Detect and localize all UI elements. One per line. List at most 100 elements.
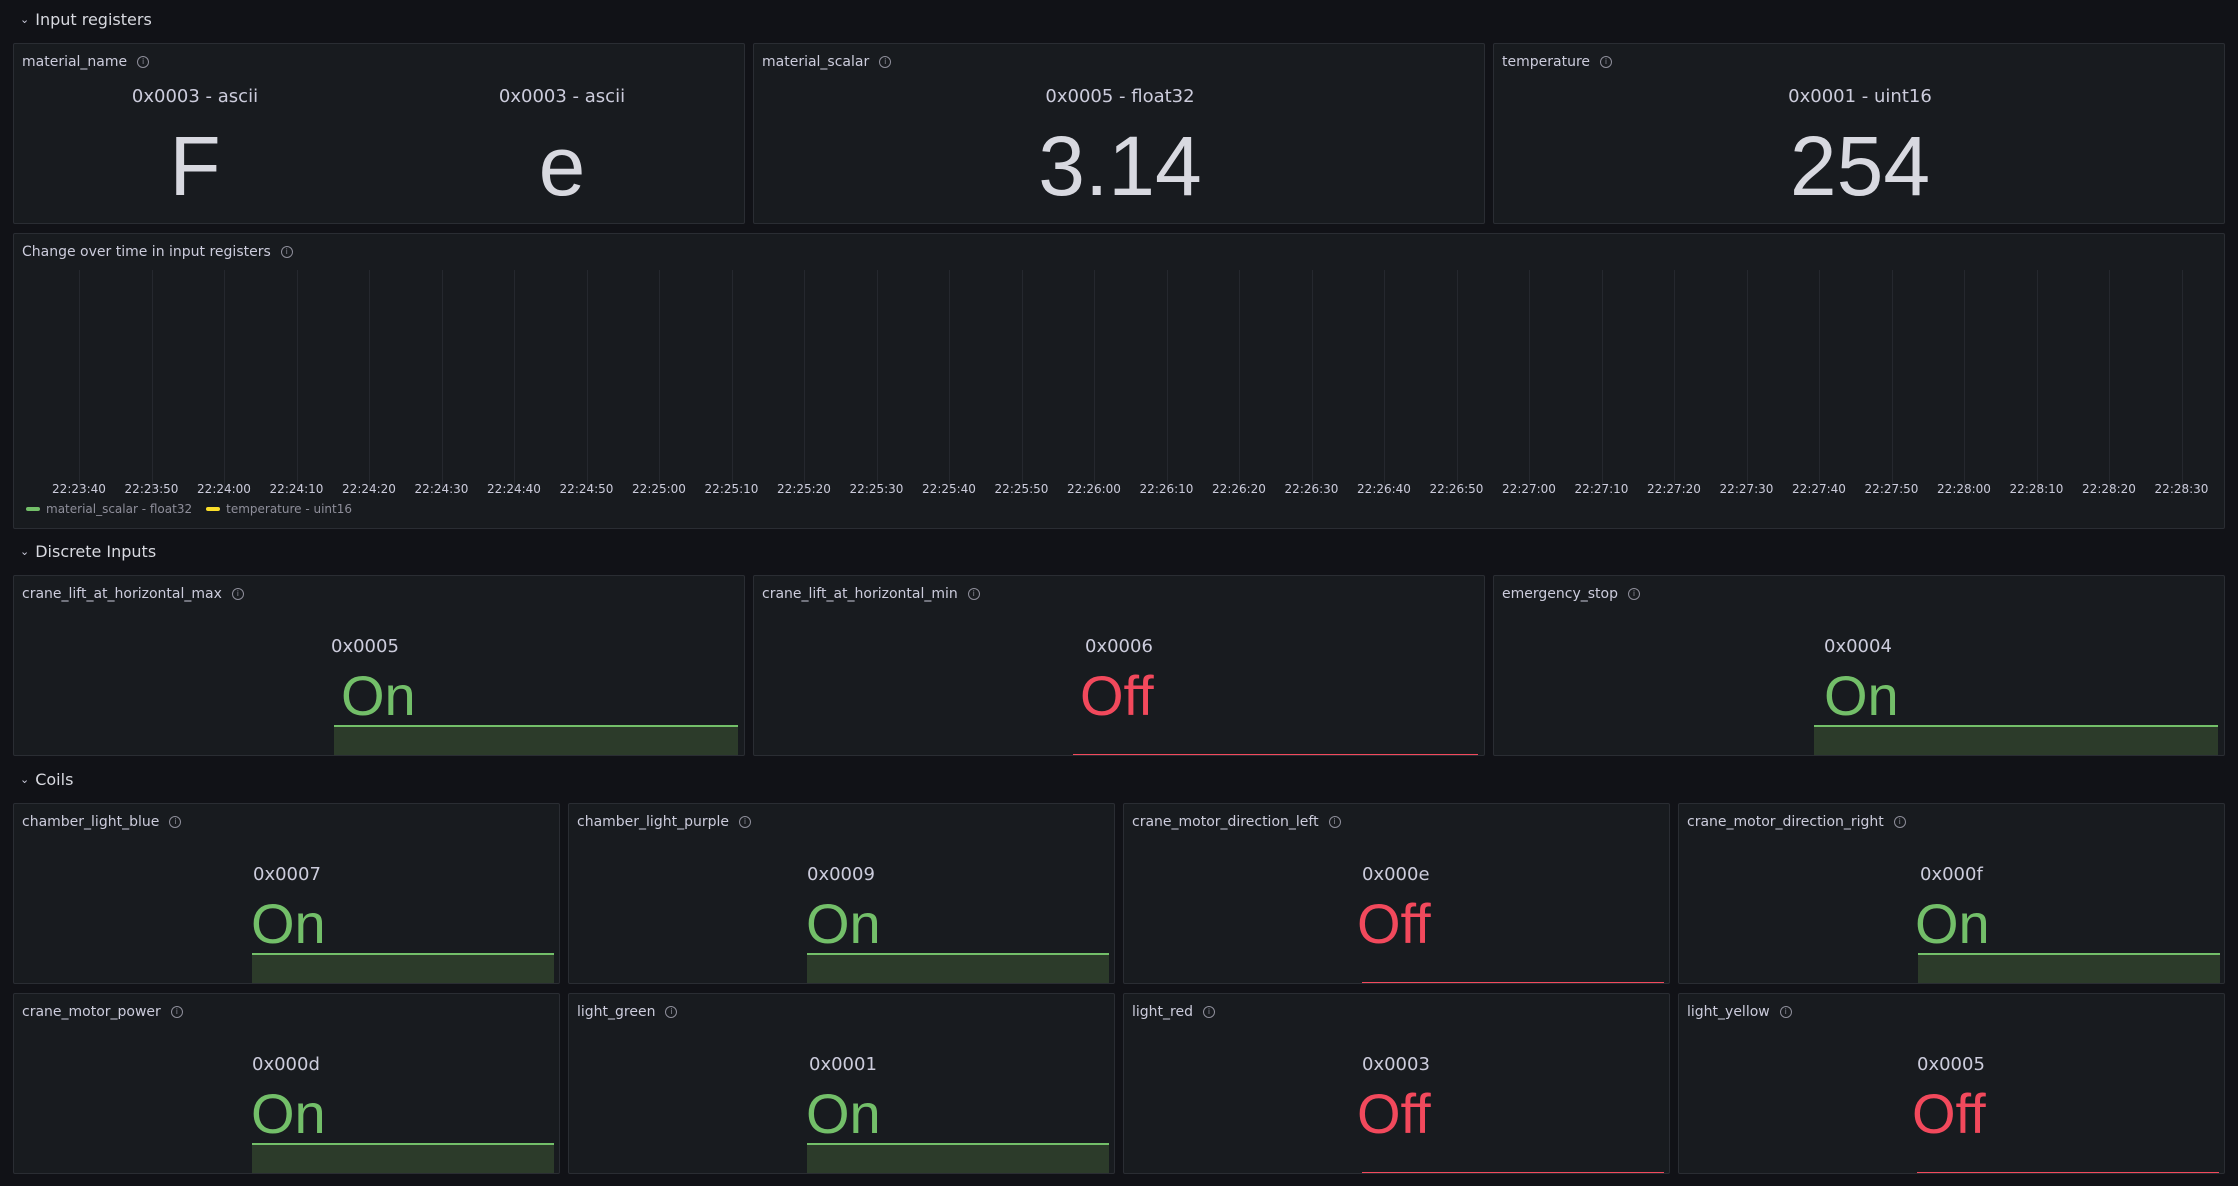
x-tick-label: 22:25:50 [994,482,1049,496]
info-icon[interactable]: i [169,816,182,828]
info-icon[interactable]: i [170,1006,183,1018]
value-label: 0x000e [1362,864,1430,885]
panel-title: crane_lift_at_horizontal_max [22,586,222,602]
row-title: Discrete Inputs [35,541,157,561]
panel-material-scalar[interactable]: material_scalar i 0x0005 - float32 3.14 [753,43,1485,224]
legend-item[interactable]: temperature - uint16 [206,502,352,516]
x-tick-label: 22:24:40 [487,482,541,496]
x-tick-label: 22:24:30 [414,482,469,496]
panel-light-green[interactable]: light_green i 0x0001 On [568,993,1115,1174]
panel-temperature[interactable]: temperature i 0x0001 - uint16 254 [1493,43,2225,224]
panel-title: chamber_light_purple [577,814,729,830]
status-value: On [1824,664,1899,727]
info-icon[interactable]: i [137,56,150,68]
panel-crane-motor-direction-left[interactable]: crane_motor_direction_left i 0x000e Off [1123,803,1670,984]
info-icon[interactable]: i [1779,1006,1792,1018]
legend-item[interactable]: material_scalar - float32 [26,502,192,516]
chart-gridline [1094,270,1095,490]
x-tick-label: 22:28:00 [1937,482,1991,496]
sparkline [1362,982,1664,983]
info-icon[interactable]: i [879,56,892,68]
chart-gridline [2109,270,2110,490]
info-icon[interactable]: i [1328,816,1341,828]
info-icon[interactable]: i [665,1006,678,1018]
chart-gridline [2036,270,2038,490]
chevron-down-icon: ⌄ [20,544,30,558]
info-icon[interactable]: i [280,246,293,258]
info-icon[interactable]: i [231,588,244,600]
status-value: On [1915,892,1990,955]
chevron-down-icon: ⌄ [20,772,30,786]
x-tick-label: 22:24:10 [269,482,324,496]
chart-gridline [1819,270,1820,490]
panel-timeseries[interactable]: Change over time in input registers i 22… [13,233,2225,529]
x-tick-label: 22:27:00 [1502,482,1556,496]
x-tick-label: 22:27:50 [1864,482,1919,496]
info-icon[interactable]: i [1893,816,1906,828]
x-tick-label: 22:26:50 [1429,482,1484,496]
panel-material-name[interactable]: material_name i 0x0003 - ascii F 0x0003 … [13,43,745,224]
chart-gridline [1601,270,1603,490]
info-icon[interactable]: i [738,816,751,828]
row-header-coils[interactable]: ⌄ Coils [20,765,73,793]
chart-gridline [1021,270,1023,490]
x-tick-label: 22:23:50 [124,482,179,496]
stat-value: F [169,119,221,213]
value-label: 0x0005 [1917,1054,1985,1075]
sparkline [807,953,1109,983]
row-header-discrete-inputs[interactable]: ⌄ Discrete Inputs [20,537,156,565]
x-tick-label: 22:24:50 [559,482,614,496]
status-value: On [251,1082,326,1145]
status-value: Off [1357,892,1431,955]
panel-title: crane_motor_power [22,1004,161,1020]
row-title: Input registers [35,9,152,29]
x-tick-label: 22:26:10 [1139,482,1194,496]
panel-title: material_scalar [762,54,870,70]
panel-title: temperature [1502,54,1590,70]
panel-crane-motor-direction-right[interactable]: crane_motor_direction_right i 0x000f On [1678,803,2225,984]
chart-gridline [731,270,733,490]
sparkline [334,725,738,755]
x-tick-label: 22:24:20 [342,482,396,496]
row-header-input-registers[interactable]: ⌄ Input registers [20,5,152,33]
info-icon[interactable]: i [1627,588,1640,600]
chart-gridline [804,270,805,490]
sparkline [252,953,554,983]
status-value: Off [1357,1082,1431,1145]
panel-light-red[interactable]: light_red i 0x0003 Off [1123,993,1670,1174]
panel-crane-lift-at-horizontal-min[interactable]: crane_lift_at_horizontal_min i 0x0006 Of… [753,575,1485,756]
status-value: On [806,1082,881,1145]
x-tick-label: 22:26:30 [1284,482,1339,496]
x-tick-label: 22:26:20 [1212,482,1266,496]
sparkline [252,1143,554,1173]
chart-gridline [949,270,950,490]
value-label: 0x0009 [807,864,875,885]
chart-gridline [659,270,660,490]
value-label: 0x0005 [331,636,399,657]
panel-title: Change over time in input registers [22,244,271,260]
chart-gridline [151,270,153,490]
chart-gridline [514,270,515,490]
chevron-down-icon: ⌄ [20,12,30,26]
x-tick-label: 22:25:10 [704,482,759,496]
value-label: 0x0003 - ascii [131,86,259,107]
chart-gridline [1456,270,1458,490]
chart-legend: material_scalar - float32 temperature - … [26,502,352,516]
panel-chamber-light-blue[interactable]: chamber_light_blue i 0x0007 On [13,803,560,984]
info-icon[interactable]: i [967,588,980,600]
x-tick-label: 22:26:40 [1357,482,1411,496]
x-tick-label: 22:25:00 [632,482,686,496]
panel-chamber-light-purple[interactable]: chamber_light_purple i 0x0009 On [568,803,1115,984]
chart-gridline [1311,270,1313,490]
panel-emergency-stop[interactable]: emergency_stop i 0x0004 On [1493,575,2225,756]
x-tick-label: 22:28:20 [2082,482,2136,496]
status-value: Off [1912,1082,1986,1145]
info-icon[interactable]: i [1600,56,1612,68]
chart-gridline [1674,270,1675,490]
panel-crane-lift-at-horizontal-max[interactable]: crane_lift_at_horizontal_max i 0x0005 On [13,575,745,756]
x-tick-label: 22:24:00 [197,482,251,496]
panel-title: light_yellow [1687,1004,1770,1020]
info-icon[interactable]: i [1202,1006,1215,1018]
panel-light-yellow[interactable]: light_yellow i 0x0005 Off [1678,993,2225,1174]
panel-crane-motor-power[interactable]: crane_motor_power i 0x000d On [13,993,560,1174]
